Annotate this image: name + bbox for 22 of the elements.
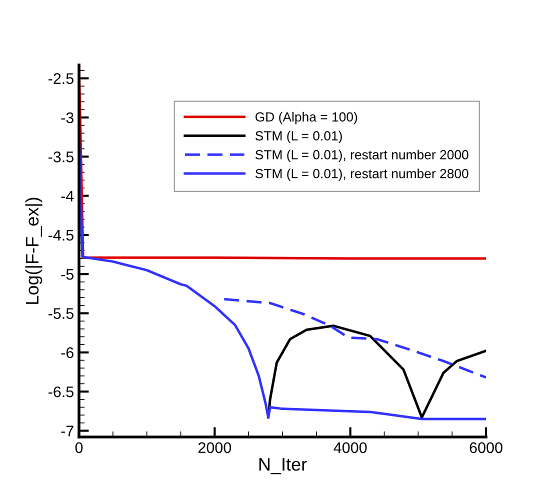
y-tick-label: -4.5 [48,230,74,241]
y-tick-label: -5.5 [48,308,74,319]
legend-label: STM (L = 0.01) [255,130,342,144]
x-tick-label: 6000 [470,442,502,454]
x-axis-title: N_Iter [259,458,307,474]
y-tick-label: -3.5 [48,151,74,162]
y-tick-label: -4 [61,190,74,202]
y-tick-label: -5 [61,269,74,280]
x-tick-label: 4000 [334,442,367,454]
x-tick-label: 2000 [198,442,232,454]
y-tick-label: -3 [61,112,74,124]
y-tick-label: -6.5 [48,386,74,398]
line-series [222,298,486,379]
legend-label: STM (L = 0.01), restart number 2000 [255,150,468,162]
y-tick-label: -6 [61,347,74,358]
line-series [267,324,486,419]
y-tick-label: -2.5 [48,73,74,84]
x-tick-label: 0 [75,442,83,454]
y-axis-title: Log(|F-F_ex|) [25,198,42,304]
y-tick-label: -7 [61,426,74,436]
legend-label: GD (Alpha = 100) [256,112,358,124]
legend-label: STM (L = 0.01), restart number 2800 [255,168,468,181]
